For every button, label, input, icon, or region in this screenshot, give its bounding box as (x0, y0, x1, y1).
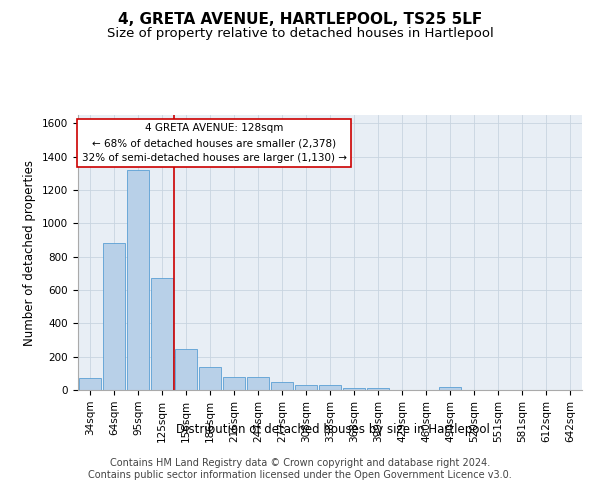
Y-axis label: Number of detached properties: Number of detached properties (23, 160, 37, 346)
Text: 4, GRETA AVENUE, HARTLEPOOL, TS25 5LF: 4, GRETA AVENUE, HARTLEPOOL, TS25 5LF (118, 12, 482, 28)
Bar (343, 388, 365, 390)
Bar (295, 386, 317, 390)
Text: 4 GRETA AVENUE: 128sqm
← 68% of detached houses are smaller (2,378)
32% of semi-: 4 GRETA AVENUE: 128sqm ← 68% of detached… (82, 123, 347, 163)
Bar (271, 382, 293, 390)
Bar (439, 386, 461, 390)
Text: Contains HM Land Registry data © Crown copyright and database right 2024.
Contai: Contains HM Land Registry data © Crown c… (88, 458, 512, 480)
Bar (103, 244, 125, 390)
Bar (367, 388, 389, 390)
Bar (199, 366, 221, 390)
Bar (319, 386, 341, 390)
Bar (151, 278, 173, 390)
Text: Distribution of detached houses by size in Hartlepool: Distribution of detached houses by size … (176, 422, 490, 436)
Bar (127, 170, 149, 390)
Bar (247, 376, 269, 390)
Text: Size of property relative to detached houses in Hartlepool: Size of property relative to detached ho… (107, 28, 493, 40)
Bar (223, 376, 245, 390)
Bar (79, 378, 101, 390)
Bar (175, 349, 197, 390)
